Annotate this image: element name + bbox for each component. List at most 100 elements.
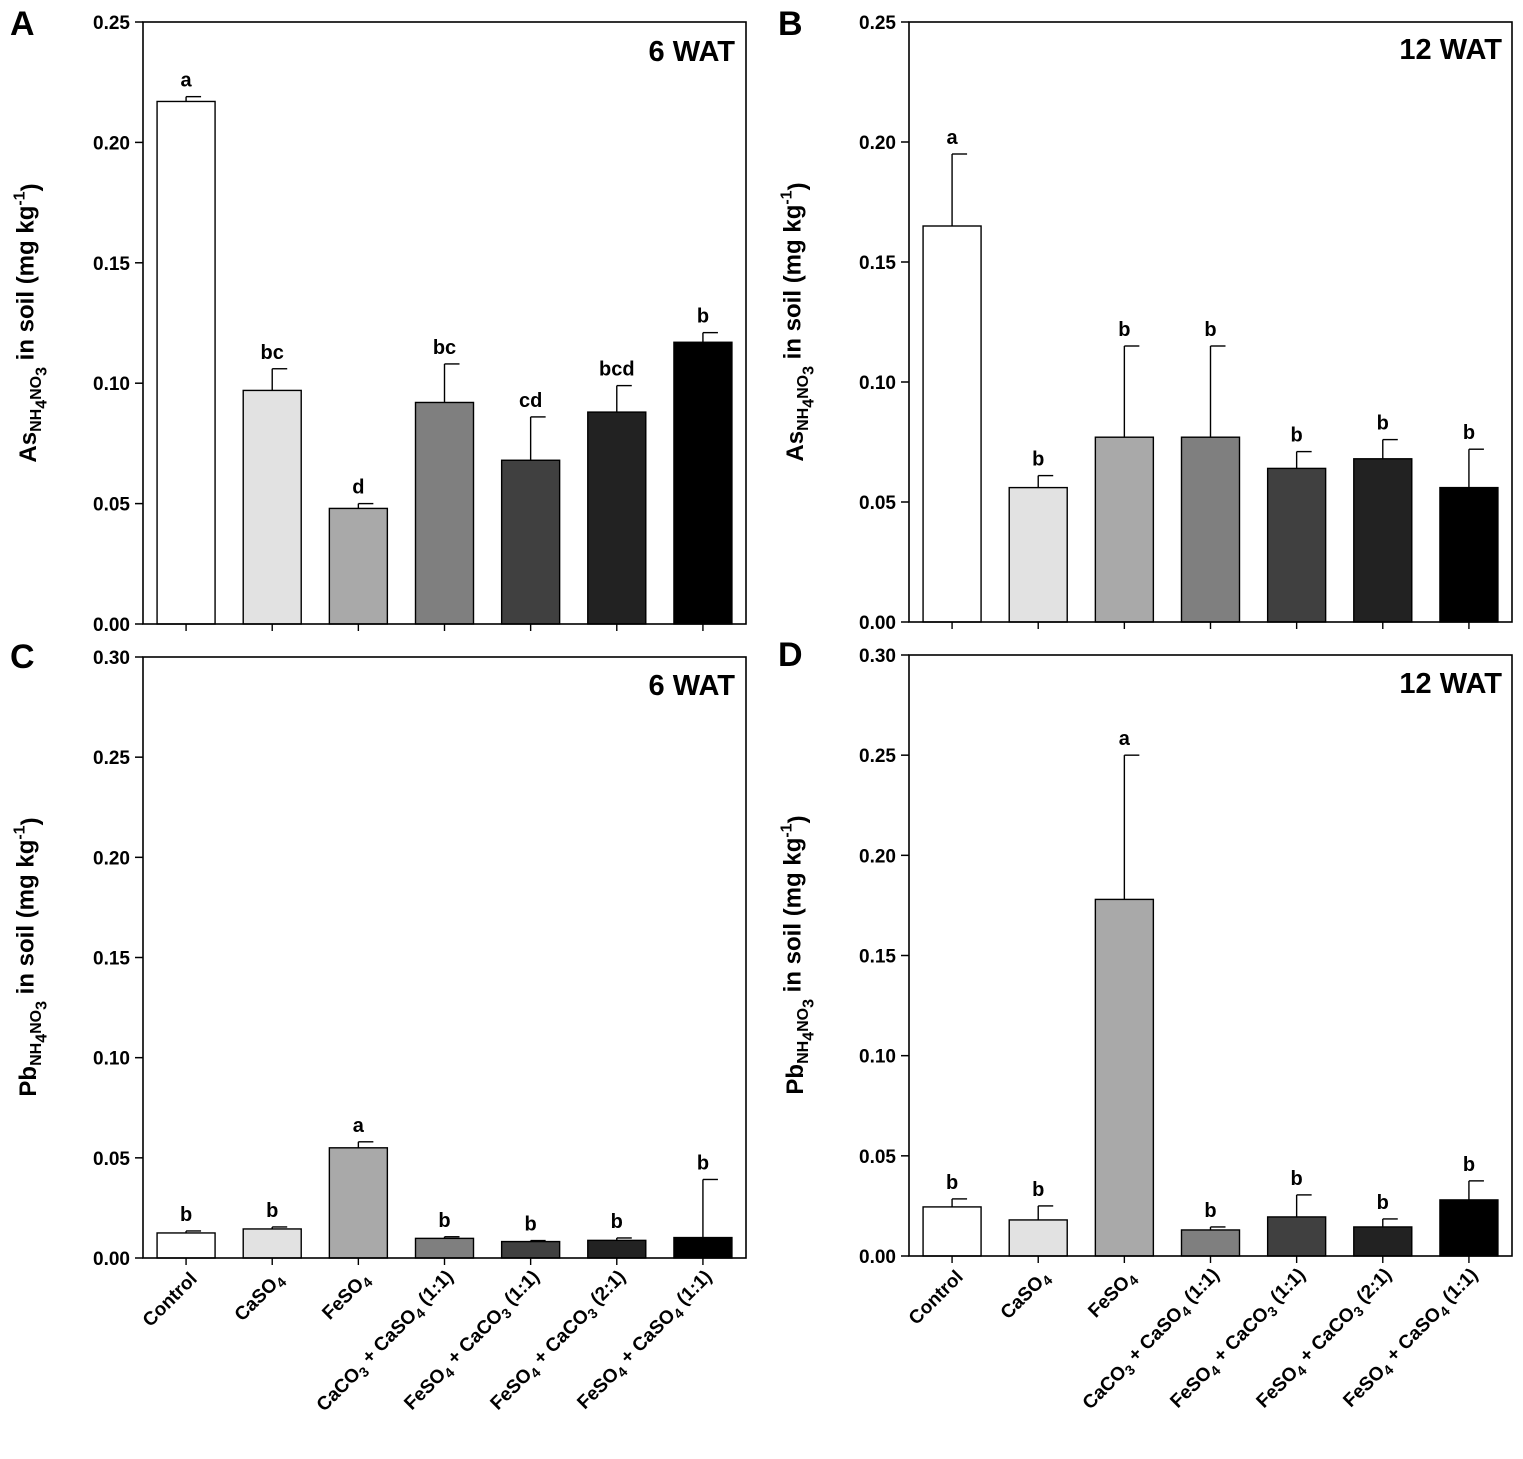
- significance-letter: bc: [261, 342, 284, 364]
- y-tick-label: 0.30: [859, 646, 896, 667]
- bar: [242, 389, 302, 625]
- significance-letter: b: [1118, 319, 1130, 341]
- y-tick-label: 0.15: [859, 253, 896, 274]
- x-tick-label: Control: [139, 1269, 202, 1332]
- y-tick-label: 0.20: [93, 848, 130, 869]
- bar: [1008, 1219, 1068, 1257]
- y-tick-label: 0.30: [93, 648, 130, 669]
- y-tick-label: 0.25: [859, 746, 896, 767]
- significance-letter: b: [525, 1214, 537, 1236]
- y-tick-label: 0.05: [93, 495, 130, 516]
- panel-c: C 6 WAT PbNH4​NO3​​ in soil (mg kg-1​) 0.00…: [10, 638, 747, 1418]
- bar: [242, 1228, 302, 1259]
- y-tick-label: 0.15: [93, 949, 130, 970]
- significance-letter: b: [1377, 413, 1389, 435]
- panel-title: 6 WAT: [649, 36, 736, 68]
- bar: [1094, 898, 1155, 1257]
- y-tick-label: 0.25: [93, 748, 130, 769]
- significance-letter: b: [1291, 425, 1303, 447]
- bar: [587, 411, 647, 625]
- y-tick-label: 0.20: [859, 133, 896, 154]
- significance-letter: b: [266, 1200, 278, 1222]
- y-axis-title: PbNH4​NO3​​ in soil (mg kg-1​): [779, 815, 818, 1094]
- bar: [156, 100, 216, 625]
- significance-letter: b: [1291, 1168, 1303, 1190]
- y-tick-label: 0.05: [93, 1149, 130, 1170]
- y-tick-label: 0.05: [859, 1147, 896, 1168]
- significance-letter: b: [1204, 319, 1216, 341]
- bar: [500, 459, 561, 625]
- y-tick-label: 0.00: [859, 1247, 896, 1268]
- significance-letter: b: [1032, 449, 1044, 471]
- bar: [922, 225, 982, 623]
- significance-letter: b: [697, 1152, 709, 1174]
- y-tick-label: 0.15: [93, 254, 130, 275]
- bar: [673, 1236, 733, 1259]
- x-tick-label: CaCO3​ + CaSO4​ (1:1): [1077, 1264, 1228, 1415]
- bar: [414, 401, 475, 625]
- y-axis-title: PbNH4​NO3​​ in soil (mg kg-1​): [12, 817, 51, 1096]
- significance-letter: cd: [519, 390, 542, 412]
- bar: [156, 1232, 216, 1259]
- panel-title: 6 WAT: [649, 670, 736, 702]
- panel-b: B 12 WAT AsNH4​NO3​​ in soil (mg kg-1​) 0.0…: [778, 5, 1513, 634]
- bar: [328, 1147, 389, 1259]
- x-tick-label: FeSO4​: [318, 1269, 375, 1326]
- significance-letter: a: [181, 70, 193, 92]
- bar: [1008, 486, 1068, 623]
- significance-letter: bcd: [599, 359, 635, 381]
- plot-frame: [908, 654, 1513, 1257]
- panel-letter: C: [10, 638, 35, 676]
- panel-letter: D: [778, 636, 803, 674]
- plot-frame: [142, 21, 747, 625]
- bar: [587, 1239, 647, 1259]
- x-tick-label: Control: [905, 1267, 968, 1330]
- plot-frame: [908, 21, 1513, 623]
- y-tick-label: 0.00: [93, 1249, 130, 1270]
- y-axis-title: AsNH4​NO3​​ in soil (mg kg-1​): [779, 182, 818, 461]
- bar: [1439, 486, 1499, 623]
- plot-frame: [142, 656, 747, 1259]
- bar: [1180, 436, 1241, 623]
- y-tick-label: 0.10: [93, 1049, 130, 1070]
- y-axis-title: AsNH4​NO3​​ in soil (mg kg-1​): [12, 183, 51, 462]
- significance-letter: b: [1463, 1154, 1475, 1176]
- significance-letter: b: [1463, 422, 1475, 444]
- y-tick-label: 0.25: [859, 13, 896, 34]
- panel-letter: A: [10, 5, 35, 43]
- bar: [1266, 467, 1327, 623]
- x-tick-label: CaCO3​ + CaSO4​ (1:1): [311, 1266, 462, 1417]
- panel-a: A 6 WAT AsNH4​NO3​​ in soil (mg kg-1​) 0.00…: [10, 5, 747, 636]
- significance-letter: b: [697, 306, 709, 328]
- bar: [1353, 458, 1413, 623]
- significance-letter: a: [947, 127, 959, 149]
- y-tick-label: 0.10: [859, 1047, 896, 1068]
- significance-letter: b: [438, 1210, 450, 1232]
- bar: [1180, 1229, 1241, 1257]
- bar: [1094, 436, 1155, 623]
- y-tick-label: 0.25: [93, 13, 130, 34]
- y-tick-label: 0.10: [93, 374, 130, 395]
- significance-letter: bc: [433, 337, 456, 359]
- significance-letter: b: [180, 1204, 192, 1226]
- bar: [328, 507, 389, 625]
- significance-letter: b: [611, 1211, 623, 1233]
- y-tick-label: 0.00: [859, 613, 896, 634]
- x-tick-label: CaSO4​: [997, 1267, 1056, 1326]
- panel-title: 12 WAT: [1399, 34, 1502, 66]
- significance-letter: b: [1032, 1179, 1044, 1201]
- bar: [1439, 1199, 1499, 1257]
- significance-letter: b: [1204, 1200, 1216, 1222]
- y-tick-label: 0.10: [859, 373, 896, 394]
- panel-d: D 12 WAT PbNH4​NO3​​ in soil (mg kg-1​) 0.0…: [778, 636, 1513, 1416]
- bar: [922, 1206, 982, 1257]
- bar: [1353, 1226, 1413, 1257]
- y-tick-label: 0.05: [859, 493, 896, 514]
- bar: [414, 1237, 475, 1259]
- y-tick-label: 0.15: [859, 947, 896, 968]
- significance-letter: d: [352, 477, 364, 499]
- y-tick-label: 0.20: [859, 846, 896, 867]
- significance-letter: a: [1119, 728, 1131, 750]
- panel-title: 12 WAT: [1399, 668, 1502, 700]
- panel-letter: B: [778, 5, 803, 43]
